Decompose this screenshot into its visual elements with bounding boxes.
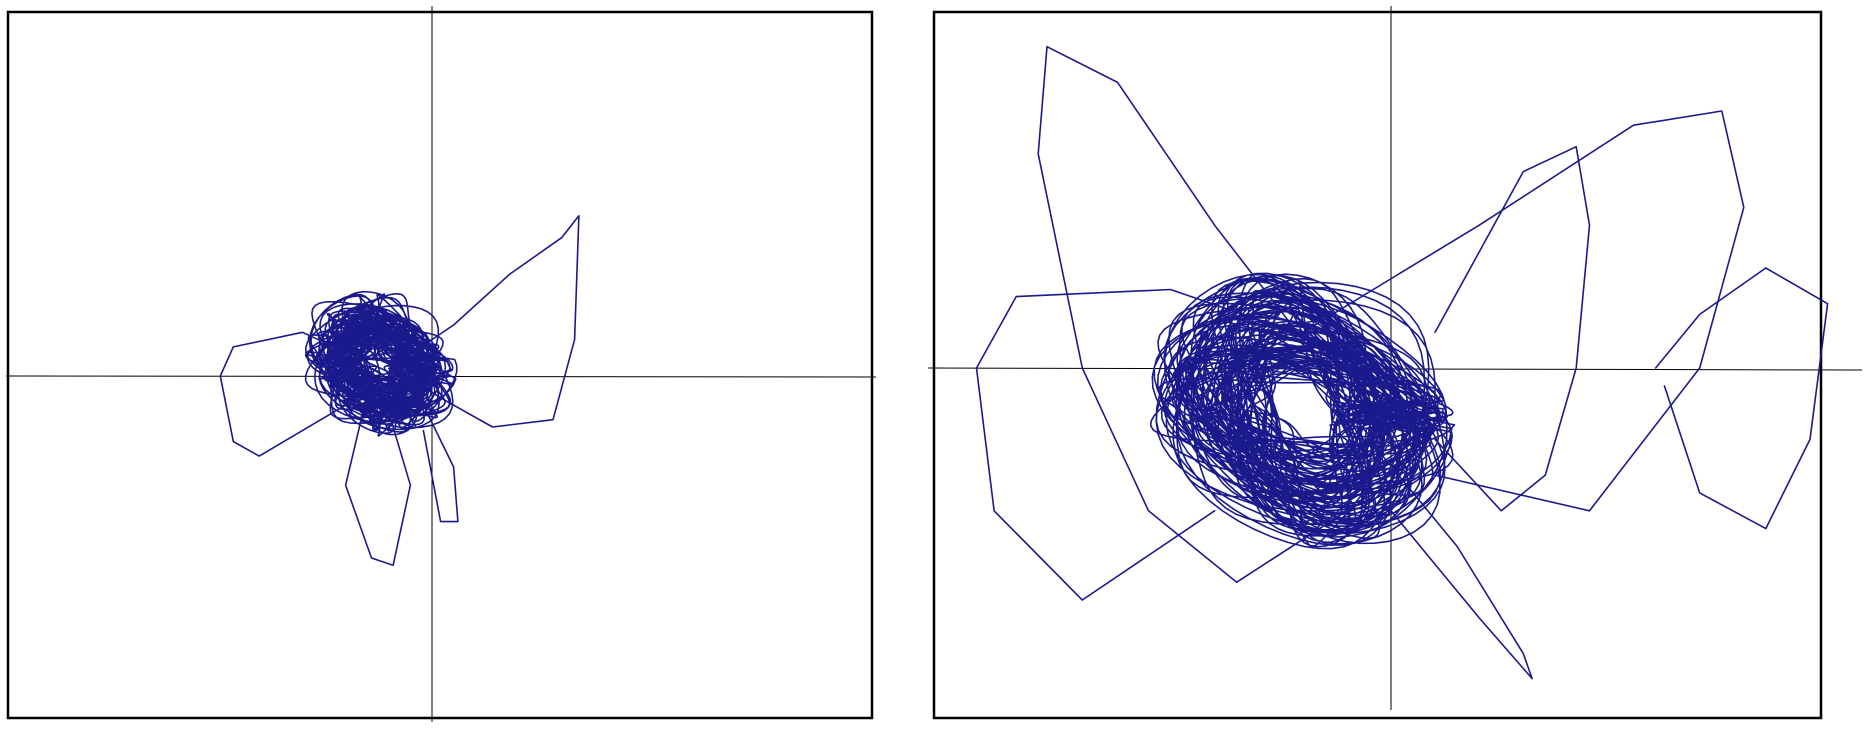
trajectory-excursion	[1302, 110, 1745, 512]
trajectory-excursion	[344, 393, 412, 567]
trajectory-excursion	[422, 404, 459, 523]
trajectory-cluster	[1150, 272, 1456, 550]
trajectory-excursion	[1037, 45, 1348, 583]
trajectory-excursion	[1654, 267, 1829, 530]
x-axis-line	[927, 367, 1863, 371]
left-phase-plot	[5, 6, 877, 722]
trajectory-excursion	[975, 288, 1348, 601]
trajectory-excursion	[1434, 145, 1591, 512]
trajectory-excursion	[1368, 438, 1533, 680]
trajectory-cluster	[304, 290, 458, 437]
right-phase-plot	[927, 6, 1863, 720]
trajectory-excursion	[388, 215, 580, 428]
trajectory-excursion	[219, 331, 399, 457]
